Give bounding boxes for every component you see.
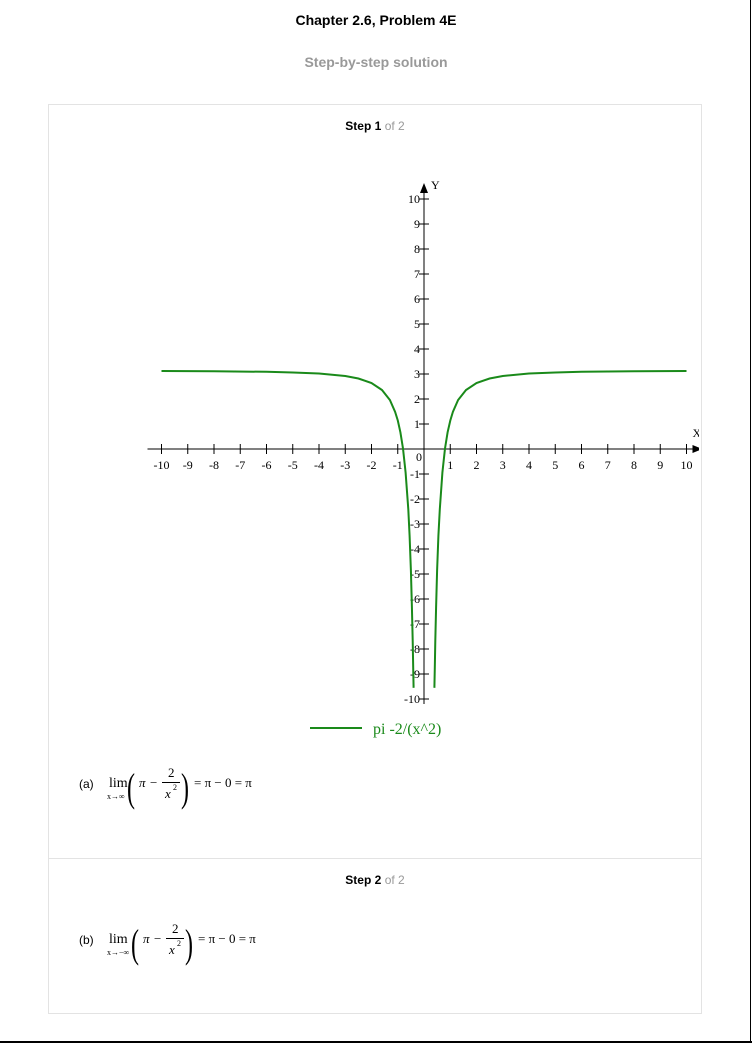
- x-tick-label: -8: [209, 458, 219, 472]
- fraction-bar: [162, 782, 180, 783]
- curve-right-branch: [433, 370, 687, 688]
- curve-left-branch: [161, 370, 415, 688]
- x-tick-label: -3: [340, 458, 350, 472]
- step-word: Step: [345, 119, 372, 133]
- axis-ticks: -10 -9 -8 -7 -6 -5 -4 -3 -2 -1 1 2 3 4 5 6 7 8 9 10-10-9-8-…: [154, 192, 693, 706]
- right-paren: ): [185, 921, 193, 966]
- y-tick-label: -5: [410, 567, 420, 581]
- limit-subscript: x→−∞: [107, 948, 130, 957]
- x-axis-arrow: [692, 445, 699, 453]
- y-tick-label: 6: [414, 292, 420, 306]
- minus-sign: −: [150, 775, 158, 790]
- y-tick-label: 5: [414, 317, 420, 331]
- x-tick-label: -10: [154, 458, 170, 472]
- x-tick-label: -1: [393, 458, 403, 472]
- pi-symbol: π: [143, 931, 150, 946]
- solution-card: Step 1 of 2 X Y 0 -10 -9 -8 -7 -6 -5 -4 -3 -2 -1 1 2 3…: [48, 104, 702, 1014]
- step-divider: [49, 858, 701, 859]
- step-word: Step: [345, 873, 372, 887]
- step-2-header: Step 2 of 2: [49, 873, 701, 887]
- fraction-denominator: x: [169, 942, 175, 957]
- series-curves: [161, 370, 687, 688]
- step-of: of 2: [384, 119, 405, 133]
- axes: X Y 0: [147, 178, 700, 704]
- step-of: of 2: [384, 873, 405, 887]
- y-tick-label: 9: [414, 217, 420, 231]
- limit-operator: lim: [109, 932, 128, 947]
- x-tick-label: -7: [235, 458, 245, 472]
- x-tick-label: 5: [552, 458, 558, 472]
- right-paren: ): [181, 765, 189, 810]
- x-tick-label: 9: [657, 458, 663, 472]
- page-title: Chapter 2.6, Problem 4E: [295, 12, 457, 28]
- left-paren: (: [127, 765, 135, 810]
- fraction-numerator: 2: [168, 765, 175, 780]
- fraction-denominator: x: [165, 786, 171, 801]
- x-tick-label: -4: [314, 458, 324, 472]
- result: = π − 0 = π: [194, 775, 252, 790]
- result: = π − 0 = π: [198, 931, 256, 946]
- page-border-right: [750, 0, 751, 1043]
- step-number: 2: [374, 873, 382, 887]
- limit-subscript: x→∞: [107, 792, 125, 801]
- legend: pi -2/(x^2): [310, 721, 441, 738]
- part-b-label: (b): [79, 933, 94, 947]
- y-tick-label: -7: [410, 617, 420, 631]
- exponent: 2: [177, 939, 181, 948]
- y-tick-label: -3: [410, 517, 420, 531]
- left-paren: (: [131, 921, 139, 966]
- y-tick-label: -1: [410, 467, 420, 481]
- y-tick-label: -4: [410, 542, 420, 556]
- x-axis-label: X: [693, 426, 700, 440]
- x-tick-label: -2: [367, 458, 377, 472]
- y-tick-label: -6: [410, 592, 420, 606]
- x-tick-label: 3: [500, 458, 506, 472]
- x-tick-label: 7: [605, 458, 611, 472]
- x-tick-label: 10: [681, 458, 693, 472]
- y-tick-label: 7: [414, 267, 420, 281]
- y-tick-label: 4: [414, 342, 420, 356]
- y-tick-label: -2: [410, 492, 420, 506]
- x-tick-label: 6: [579, 458, 585, 472]
- y-tick-label: -8: [410, 642, 420, 656]
- x-tick-label: -5: [288, 458, 298, 472]
- y-axis-label: Y: [431, 178, 440, 192]
- y-tick-label: 8: [414, 242, 420, 256]
- fraction-numerator: 2: [172, 921, 179, 936]
- x-tick-label: -6: [262, 458, 272, 472]
- x-tick-label: 4: [526, 458, 532, 472]
- x-tick-label: 1: [447, 458, 453, 472]
- x-tick-label: 2: [474, 458, 480, 472]
- page-border-bottom: [0, 1041, 752, 1043]
- solution-subtitle: Step-by-step solution: [304, 54, 448, 70]
- y-tick-label: -10: [404, 692, 420, 706]
- step-number: 1: [374, 119, 382, 133]
- x-tick-label: -9: [183, 458, 193, 472]
- fraction-bar: [166, 938, 184, 939]
- minus-sign: −: [154, 931, 162, 946]
- step-1-header: Step 1 of 2: [49, 119, 701, 133]
- origin-label: 0: [416, 450, 422, 464]
- x-tick-label: 8: [631, 458, 637, 472]
- exponent: 2: [173, 783, 177, 792]
- part-a-label: (a): [79, 777, 94, 791]
- function-graph: XY0 -10 -9 -8 -7 -6 -5 -4 -3 -2 -1 1 2 3 4 5 6 7 8 9 10-10-…: [147, 178, 700, 738]
- y-axis-arrow: [420, 183, 428, 193]
- legend-label: pi -2/(x^2): [373, 721, 441, 738]
- y-tick-label: -9: [410, 667, 420, 681]
- limit-operator: lim: [109, 776, 128, 791]
- y-tick-label: 3: [414, 367, 420, 381]
- pi-symbol: π: [139, 775, 146, 790]
- y-tick-label: 10: [408, 192, 420, 206]
- y-tick-label: 2: [414, 392, 420, 406]
- y-tick-label: 1: [414, 417, 420, 431]
